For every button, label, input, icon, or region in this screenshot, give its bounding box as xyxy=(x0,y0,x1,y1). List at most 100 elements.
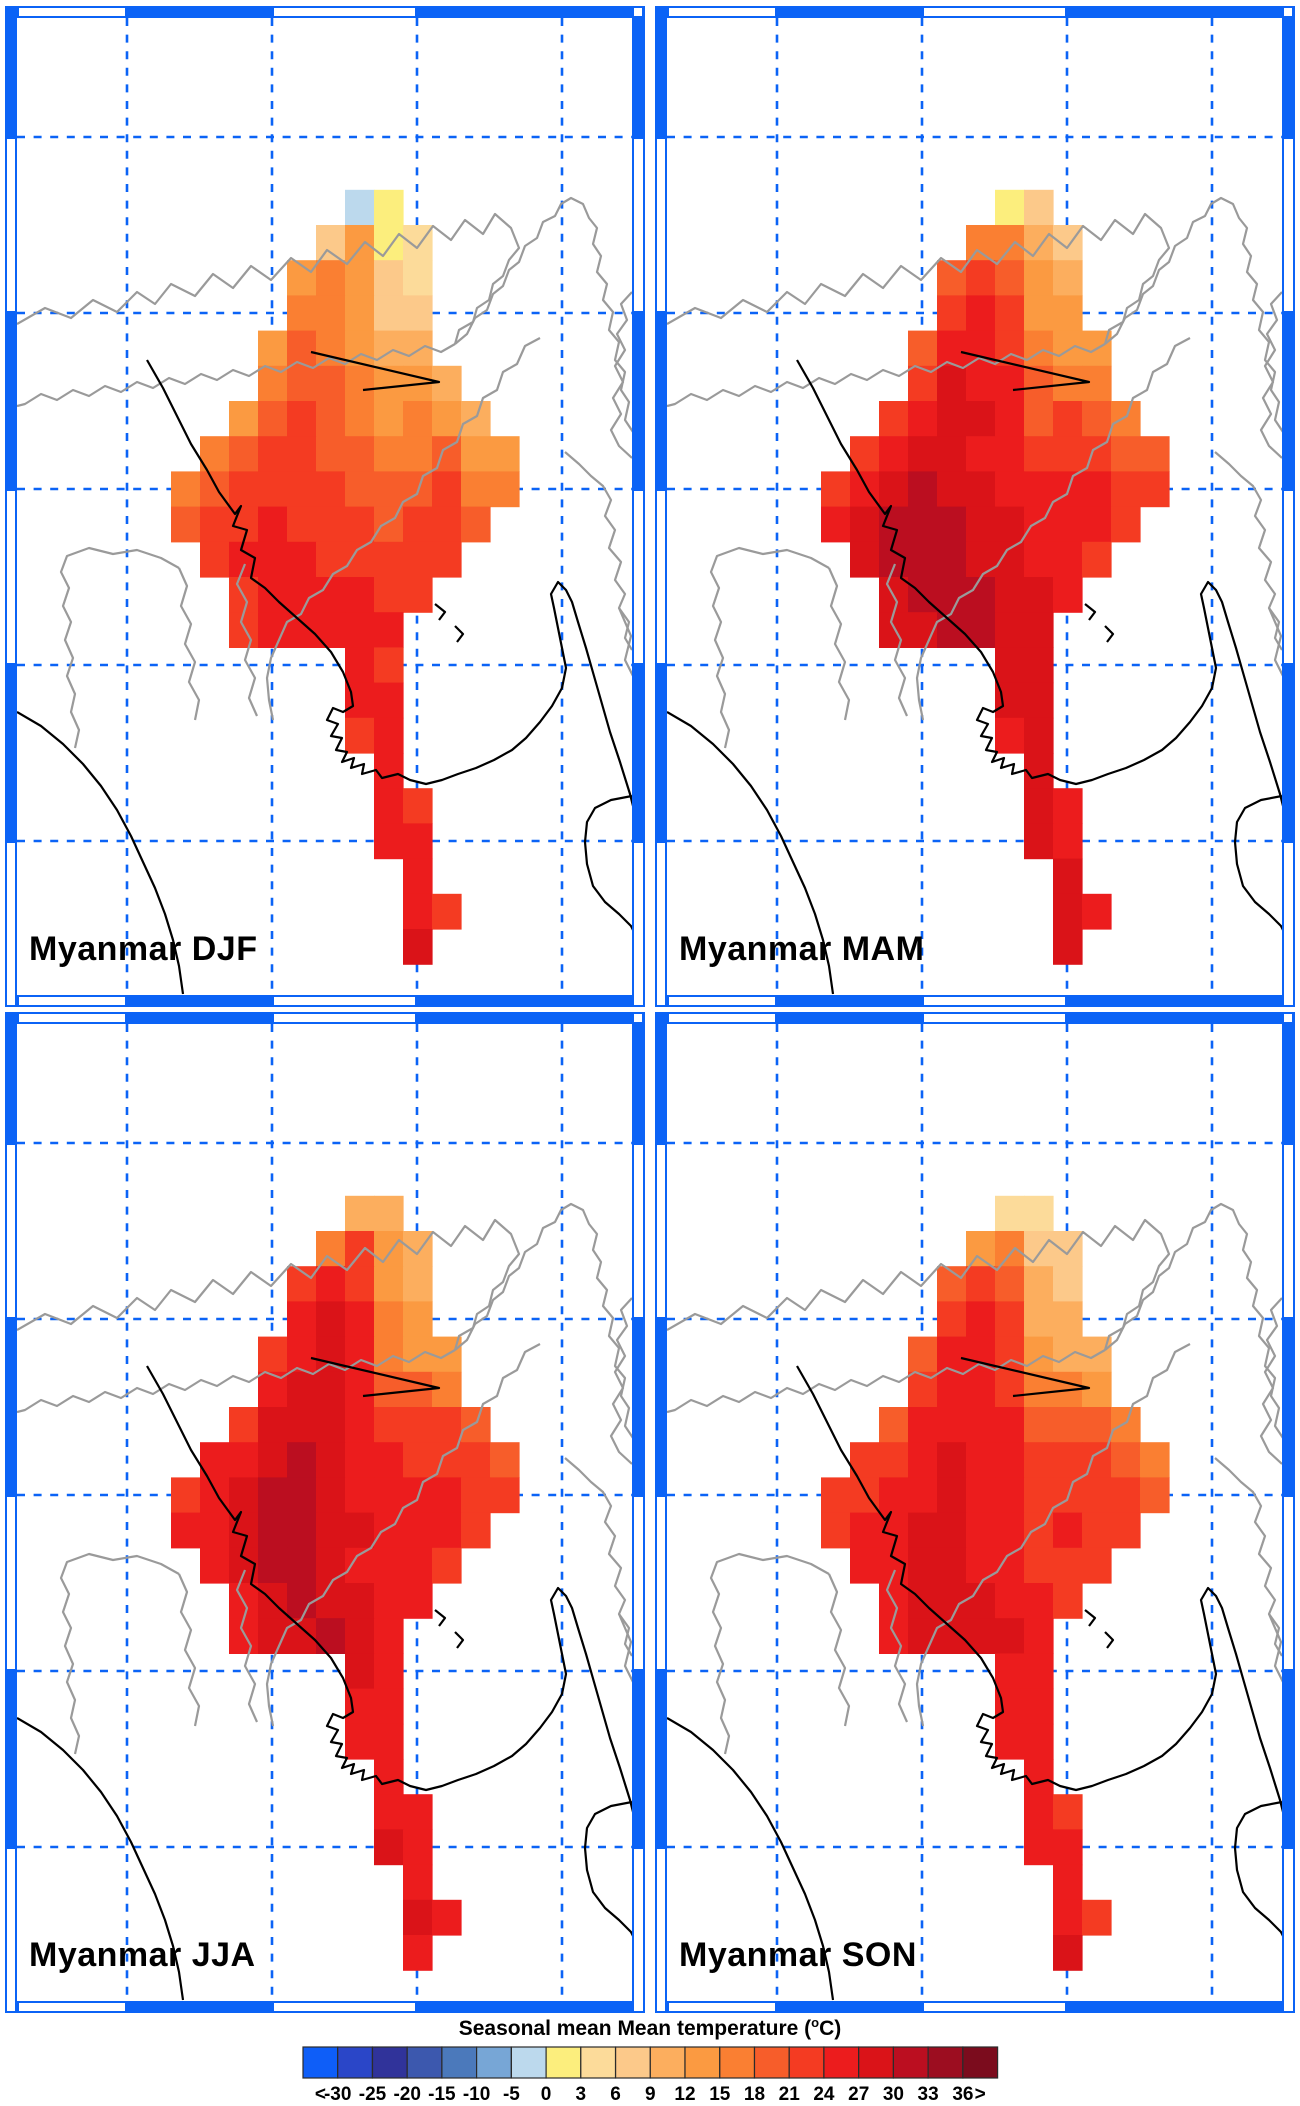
raster-cell xyxy=(1024,753,1054,789)
colorbar-tick-label: -25 xyxy=(359,2084,387,2105)
country-borders xyxy=(667,196,1282,749)
raster-cell xyxy=(995,260,1025,296)
raster-cell xyxy=(1053,541,1083,578)
raster-cell xyxy=(200,1547,230,1584)
raster-cell xyxy=(403,1442,433,1478)
raster-cell xyxy=(879,436,909,472)
raster-cell xyxy=(374,612,404,648)
raster-cell xyxy=(287,1371,317,1408)
raster-cell xyxy=(345,1195,375,1232)
raster-cell xyxy=(345,1723,375,1760)
raster-cell xyxy=(345,1442,375,1478)
raster-cell xyxy=(374,436,404,472)
raster-cell xyxy=(1053,1442,1083,1478)
raster-cell xyxy=(908,471,938,508)
raster-cell xyxy=(1053,260,1083,296)
colorbar-cell xyxy=(753,2046,790,2079)
raster-cell xyxy=(995,365,1025,402)
raster-cell xyxy=(403,1583,433,1619)
raster-cell xyxy=(374,1688,404,1725)
raster-cell xyxy=(374,1477,404,1514)
map-content xyxy=(17,1024,632,2001)
raster-cell xyxy=(1111,1477,1141,1514)
raster-cell xyxy=(966,330,996,367)
raster-cell xyxy=(374,1618,404,1654)
raster-cell xyxy=(908,1442,938,1478)
raster-cell xyxy=(403,436,433,472)
raster-cell xyxy=(937,330,967,367)
raster-cell xyxy=(966,436,996,472)
raster-cell xyxy=(966,1407,996,1443)
raster-cell xyxy=(258,330,288,367)
colorbar-cell xyxy=(788,2046,825,2079)
raster-layer xyxy=(821,1195,1170,1971)
country-borders xyxy=(17,196,632,749)
raster-cell xyxy=(345,1407,375,1443)
map-frame xyxy=(5,1012,645,2013)
raster-cell xyxy=(879,612,909,648)
raster-cell xyxy=(995,1195,1025,1232)
raster-cell xyxy=(316,295,346,332)
raster-cell xyxy=(1082,1371,1112,1408)
raster-cell xyxy=(490,471,520,508)
raster-cell xyxy=(1140,1442,1170,1478)
raster-cell xyxy=(1082,1899,1112,1936)
raster-cell xyxy=(995,436,1025,472)
raster-cell xyxy=(345,225,375,261)
raster-cell xyxy=(403,506,433,543)
raster-cell xyxy=(403,541,433,578)
raster-cell xyxy=(490,1477,520,1514)
raster-cell xyxy=(1111,471,1141,508)
coastline xyxy=(667,1356,1282,2001)
raster-cell xyxy=(1111,401,1141,437)
colorbar-tick-label: 24 xyxy=(813,2084,835,2105)
map-frame xyxy=(5,6,645,1007)
raster-cell xyxy=(908,1407,938,1443)
raster-cell xyxy=(258,506,288,543)
raster-cell xyxy=(374,682,404,719)
raster-cell xyxy=(403,788,433,824)
colorbar-cell xyxy=(823,2046,860,2079)
colorbar-tick-label: -10 xyxy=(463,2084,490,2105)
raster-cell xyxy=(403,1829,433,1866)
raster-cell xyxy=(403,260,433,296)
raster-cell xyxy=(1024,682,1054,719)
raster-cell xyxy=(995,1512,1025,1549)
raster-cell xyxy=(287,436,317,472)
raster-cell xyxy=(966,471,996,508)
raster-cell xyxy=(403,1266,433,1302)
raster-cell xyxy=(345,365,375,402)
raster-cell xyxy=(287,577,317,613)
raster-cell xyxy=(432,1407,462,1443)
colorbar-cell xyxy=(337,2046,374,2079)
raster-cell xyxy=(171,506,201,543)
raster-cell xyxy=(316,577,346,613)
raster-cell xyxy=(374,1266,404,1302)
raster-cell xyxy=(1053,1301,1083,1338)
raster-cell xyxy=(345,1653,375,1690)
raster-cell xyxy=(908,506,938,543)
raster-cell xyxy=(1024,225,1054,261)
map-svg-mam xyxy=(655,6,1295,1007)
raster-cell xyxy=(1024,823,1054,860)
raster-cell xyxy=(345,471,375,508)
raster-cell xyxy=(287,365,317,402)
raster-cell xyxy=(850,506,880,543)
raster-cell xyxy=(229,401,259,437)
raster-cell xyxy=(908,1477,938,1514)
raster-cell xyxy=(879,1477,909,1514)
raster-cell xyxy=(937,1583,967,1619)
raster-cell xyxy=(316,471,346,508)
raster-cell xyxy=(287,541,317,578)
colorbar-cell xyxy=(545,2046,582,2079)
raster-cell xyxy=(345,1618,375,1654)
raster-cell xyxy=(229,1442,259,1478)
colorbar-cells xyxy=(302,2046,999,2079)
colorbar-tick-label: 3 xyxy=(576,2084,587,2105)
raster-cell xyxy=(403,1864,433,1901)
colorbar-tick-label: 9 xyxy=(645,2084,656,2105)
raster-cell xyxy=(937,541,967,578)
raster-cell xyxy=(937,436,967,472)
raster-cell xyxy=(374,330,404,367)
